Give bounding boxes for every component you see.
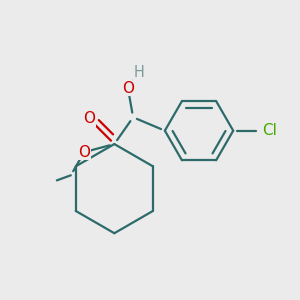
Text: O: O [122, 80, 134, 95]
Text: Cl: Cl [262, 123, 277, 138]
Text: O: O [78, 145, 90, 160]
Text: O: O [83, 111, 95, 126]
Text: H: H [134, 65, 144, 80]
